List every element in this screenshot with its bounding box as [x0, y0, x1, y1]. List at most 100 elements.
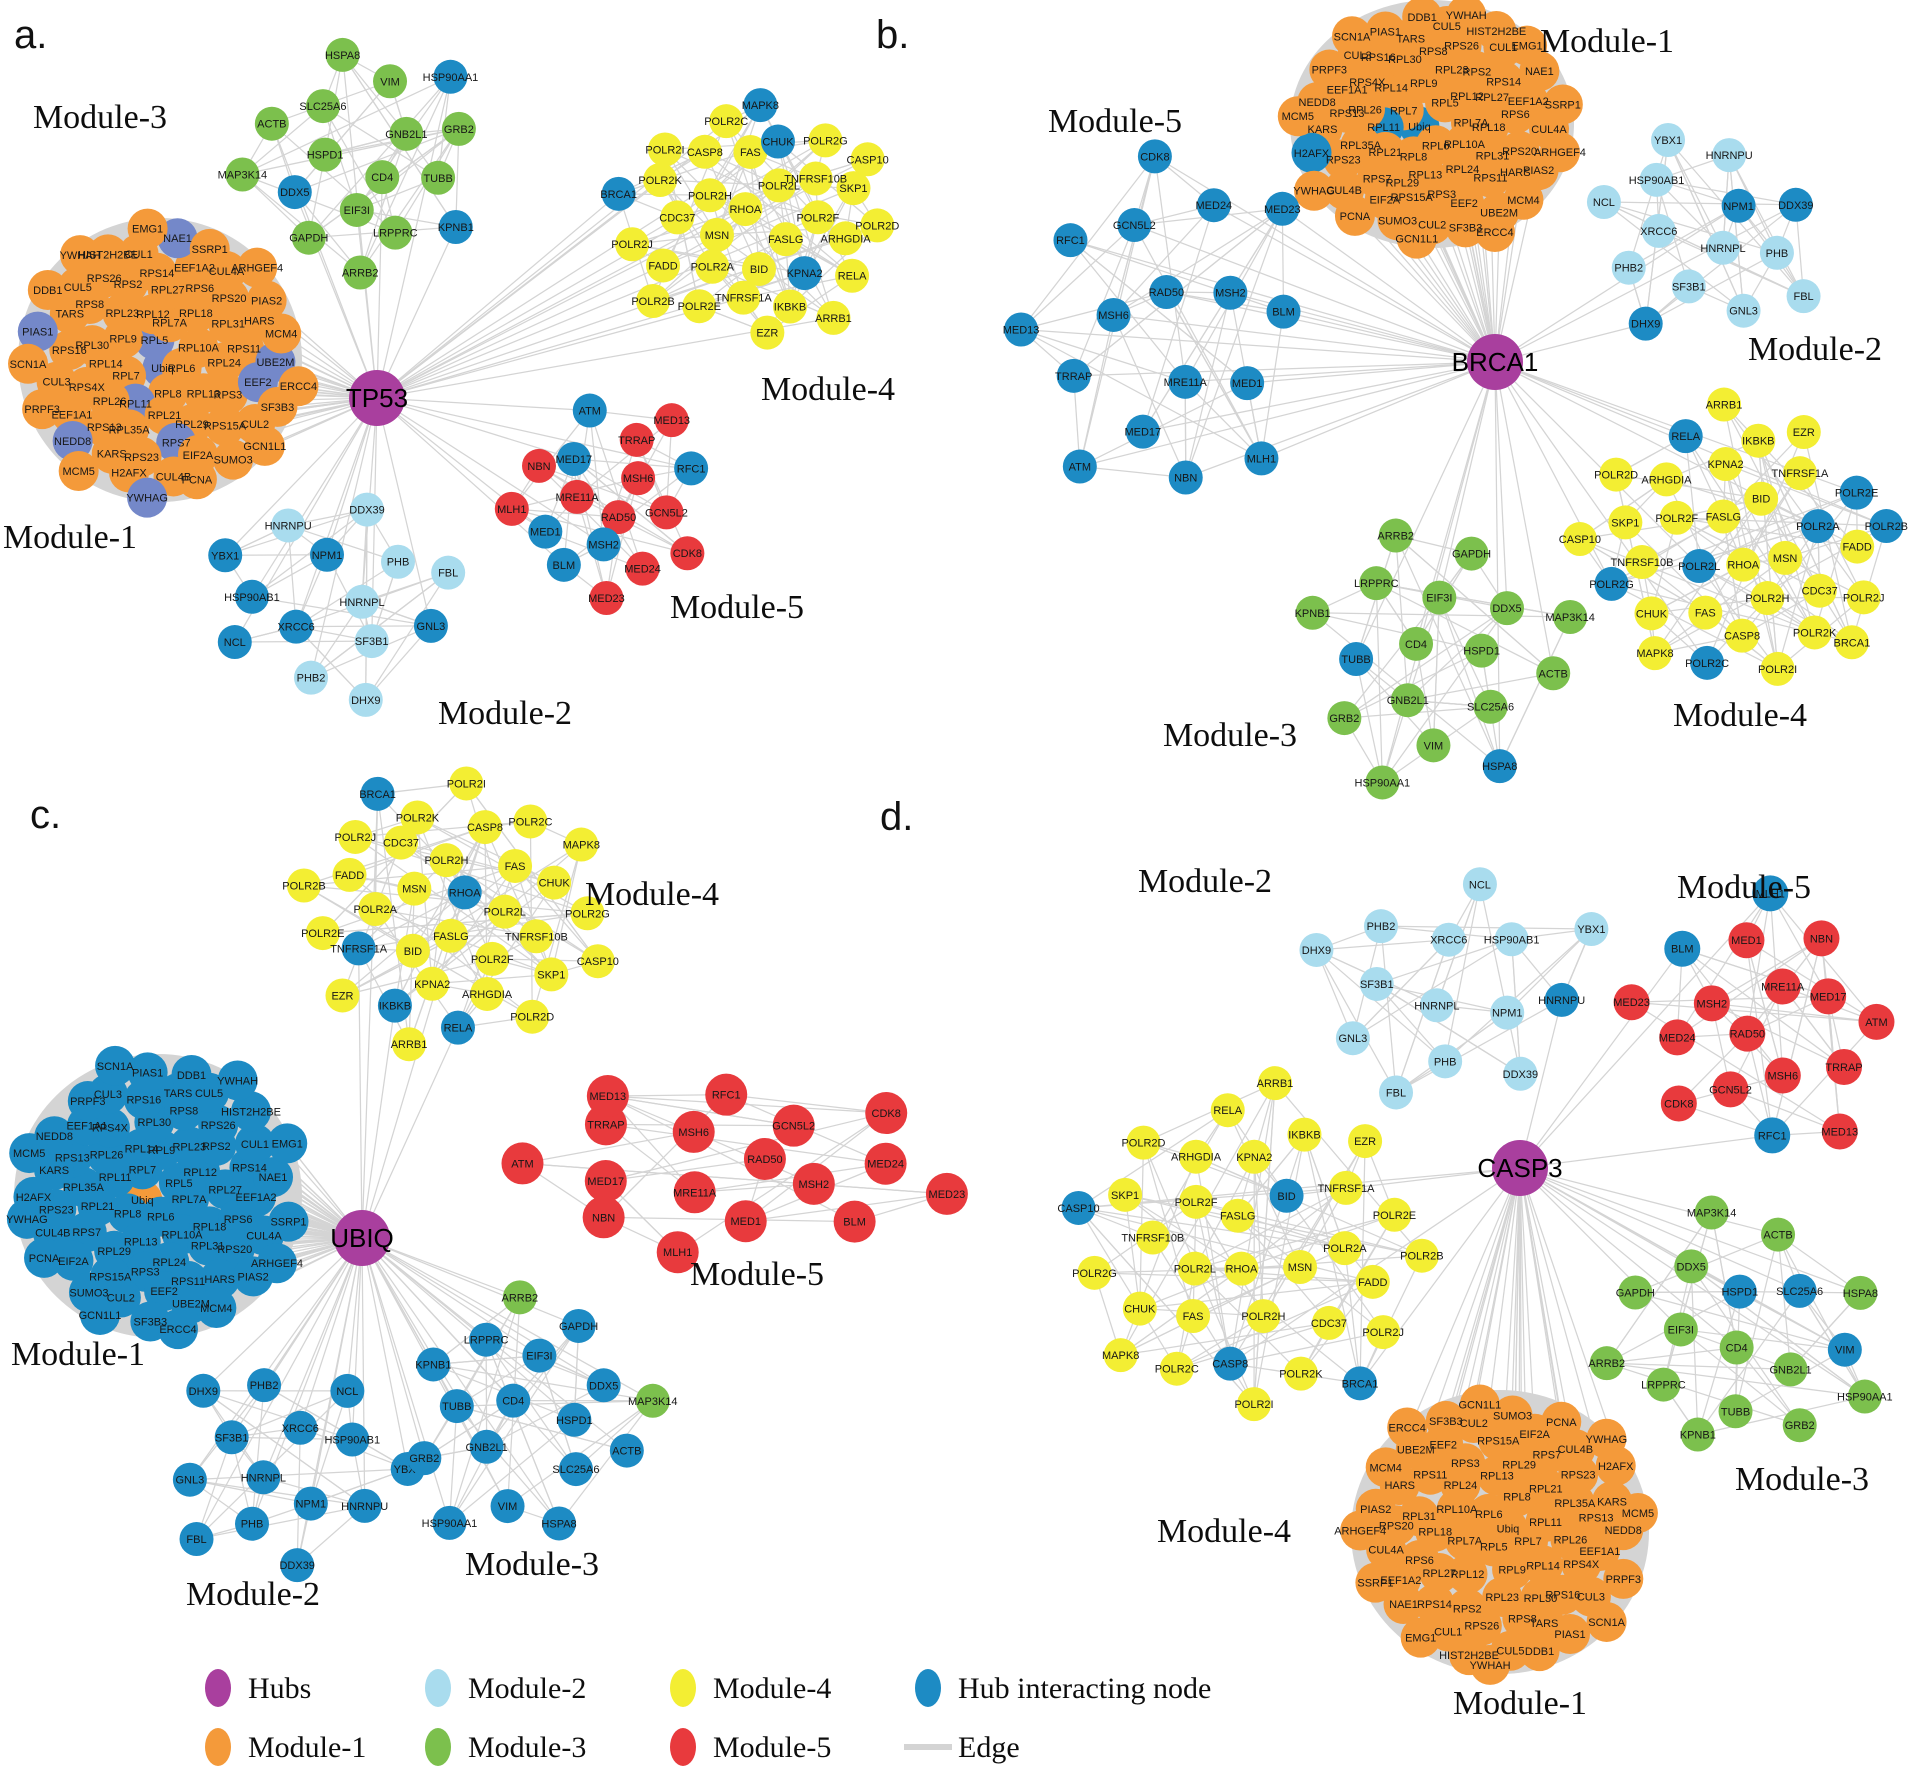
hub-edge — [1494, 361, 1554, 674]
node-GCN5L2 — [1712, 1071, 1749, 1108]
node-ARRB2 — [1378, 518, 1413, 553]
node-NEDD8 — [52, 420, 93, 461]
node-MED1 — [1728, 922, 1765, 959]
node-NPM1 — [310, 537, 345, 572]
hub-node-BRCA1 — [1467, 334, 1523, 390]
node-EMG1 — [1400, 1617, 1441, 1658]
hub-edge — [263, 1237, 363, 1386]
edge — [789, 224, 878, 307]
node-YWHAH — [1446, 0, 1487, 36]
node-CD4 — [496, 1383, 531, 1418]
node-CASP8 — [687, 134, 722, 169]
edge — [251, 1385, 265, 1524]
node-MED17 — [1810, 978, 1847, 1015]
edge — [1241, 1214, 1395, 1270]
hub-edge — [1286, 1167, 1521, 1197]
edge — [1020, 291, 1167, 331]
node-SCN1A — [95, 1045, 136, 1086]
node-DHX9 — [348, 682, 383, 717]
node-GCN5L2 — [649, 495, 684, 530]
hub-edge — [262, 1237, 363, 1478]
node-YWHAG — [127, 477, 168, 518]
edge — [1073, 224, 1135, 377]
hub-edge — [1519, 1167, 1861, 1294]
edge — [1698, 565, 1779, 670]
node-MSN — [699, 217, 734, 252]
legend-label-module-2: Module-2 — [468, 1672, 586, 1705]
edge — [1676, 517, 1858, 548]
node-MSN — [1283, 1250, 1318, 1285]
edge — [1579, 538, 1815, 634]
node-CDK8 — [865, 1092, 908, 1135]
node-MAPK8 — [743, 88, 778, 123]
legend-swatch-module-2 — [425, 1669, 451, 1707]
node-TUBB — [439, 1389, 474, 1424]
node-SF3B1 — [1671, 269, 1706, 304]
node-MLH1 — [494, 491, 529, 526]
hub-edge — [202, 1237, 363, 1392]
node-DDX39 — [280, 1548, 315, 1583]
hub-edge — [376, 264, 664, 399]
node-POLR2A — [1327, 1231, 1362, 1266]
node-RHOA — [1726, 547, 1761, 582]
node-POLR2J — [1846, 580, 1881, 615]
node-VIM — [1827, 1332, 1862, 1367]
edge — [445, 859, 493, 960]
edge — [605, 1123, 886, 1165]
node-DDX5 — [1674, 1249, 1709, 1284]
edge — [1355, 658, 1383, 783]
node-MLH1 — [1244, 441, 1279, 476]
node-FASLG — [433, 918, 468, 953]
hub-edge — [361, 1237, 451, 1524]
edge — [1241, 1255, 1422, 1270]
edge — [1631, 1001, 1877, 1023]
edge — [189, 1468, 408, 1481]
edge — [1506, 928, 1592, 1014]
node-DDX39 — [1503, 1056, 1538, 1091]
node-GCN1L1 — [79, 1294, 120, 1335]
node-POLR2E — [1377, 1197, 1412, 1232]
node-MSH6 — [621, 461, 656, 496]
edge — [485, 1339, 488, 1447]
node-RELA — [1210, 1093, 1245, 1128]
node-ERCC4 — [1474, 211, 1515, 252]
hub-edge — [376, 216, 819, 399]
node-VIM — [1416, 728, 1451, 763]
node-PCNA — [1541, 1401, 1582, 1442]
hub-node-TP53 — [349, 370, 405, 426]
node-XRCC6 — [1431, 922, 1466, 957]
node-ARRB1 — [392, 1027, 427, 1062]
node-CDC37 — [1311, 1305, 1346, 1340]
node-PCNA — [176, 459, 217, 500]
edge — [1769, 893, 1829, 997]
edge — [589, 410, 644, 569]
edge — [767, 275, 853, 334]
hub-edge — [361, 1237, 560, 1524]
edge — [1676, 937, 1822, 1038]
node-MCM5 — [58, 450, 99, 491]
edge — [485, 1339, 560, 1524]
edge — [1070, 239, 1248, 384]
legend-swatch-module-4 — [670, 1669, 696, 1707]
edge — [448, 1325, 580, 1524]
node-DDX5 — [277, 175, 312, 210]
edge — [1395, 535, 1554, 674]
edge — [448, 1406, 458, 1523]
node-POLR2A — [695, 249, 730, 284]
node-POLR2F — [475, 941, 510, 976]
edge — [1603, 201, 1778, 254]
node-NCL — [1586, 184, 1621, 219]
hub-edge — [271, 123, 378, 399]
edge — [202, 1390, 366, 1507]
hub-edge — [1281, 208, 1496, 363]
node-NPM1 — [293, 1486, 328, 1521]
edge — [1711, 1002, 1877, 1023]
hub-edge — [1519, 1167, 1738, 1348]
node-PIAS2 — [246, 280, 287, 321]
node-GAPDH — [291, 220, 326, 255]
edge — [486, 1325, 580, 1448]
module-label-d-module1: Module-1 — [1453, 1685, 1587, 1722]
node-RPL12 — [1447, 1553, 1488, 1594]
edge — [1432, 597, 1440, 746]
edge — [1711, 1212, 1738, 1348]
